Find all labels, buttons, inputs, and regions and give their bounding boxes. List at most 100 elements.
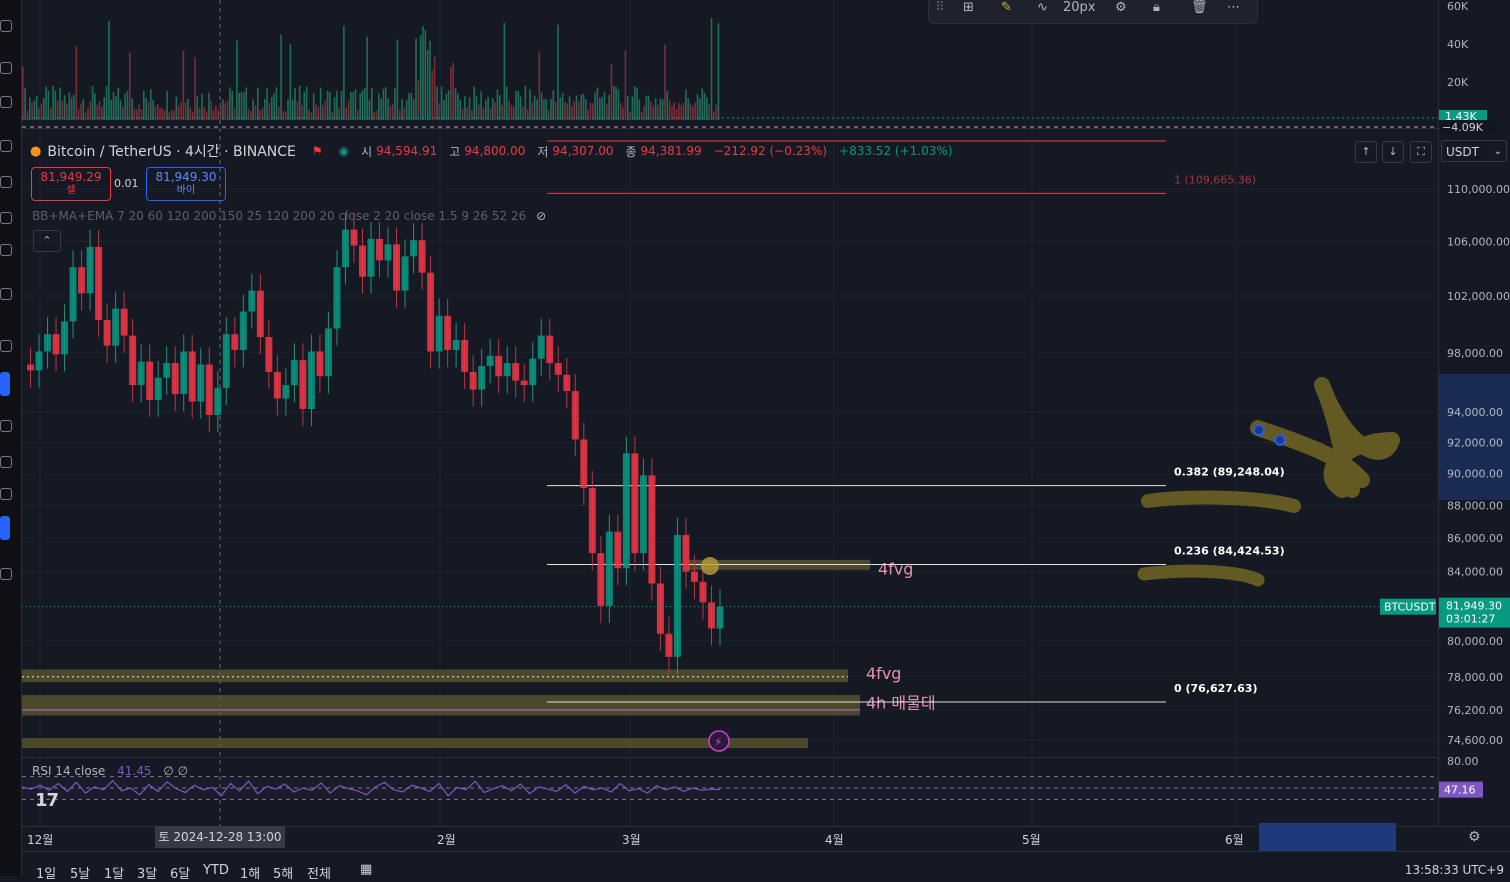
brush-stroke[interactable] — [1137, 564, 1265, 587]
pane-separator[interactable] — [22, 128, 1510, 129]
brush-star[interactable] — [1250, 377, 1400, 498]
settings-icon[interactable]: ⚙ — [1115, 0, 1127, 15]
eye-off-icon[interactable]: ⊘ — [536, 209, 547, 223]
fib-icon[interactable] — [0, 176, 12, 188]
more-icon[interactable]: ⋯ — [1227, 0, 1240, 15]
anchor-handle[interactable] — [1274, 434, 1286, 446]
candle-body — [350, 229, 358, 246]
chart-area[interactable]: 4fvg 4fvg 4h 매물대 1 (109,665.36) 0.382 (89,2… — [22, 0, 1438, 826]
candle-body — [469, 371, 477, 390]
tradingview-logo[interactable]: 17 — [35, 790, 59, 811]
zone-rect[interactable] — [22, 738, 808, 749]
indicator-legend[interactable]: BB+MA+EMA 7 20 60 120 200 150 25 120 200… — [32, 209, 546, 223]
volume-bar — [63, 95, 66, 120]
cursor-icon[interactable] — [0, 96, 12, 108]
volume-bar — [208, 92, 210, 120]
zone-rect[interactable] — [22, 669, 848, 683]
watchlist-icon[interactable] — [0, 516, 10, 540]
buy-button[interactable]: 81,949.30 바이 — [146, 167, 226, 201]
brush-stroke[interactable] — [1141, 490, 1301, 513]
range-button-5y[interactable]: 5해 — [273, 867, 294, 882]
line-style-icon[interactable]: ∿ — [1037, 0, 1048, 15]
range-button-1d[interactable]: 1일 — [36, 867, 57, 882]
symbol-title[interactable]: Bitcoin / TetherUS · 4시간 · BINANCE — [47, 144, 296, 160]
move-down-button[interactable]: ↓ — [1382, 141, 1404, 163]
text-icon[interactable] — [0, 288, 12, 300]
volume-bar — [196, 96, 199, 120]
volume-bar — [333, 97, 336, 120]
templates-icon[interactable]: ⊞ — [963, 0, 974, 15]
volume-bar — [194, 57, 196, 120]
highlight-marker[interactable] — [701, 557, 719, 575]
volume-bar — [254, 105, 257, 120]
volume-bar — [540, 92, 543, 120]
trash-icon[interactable] — [0, 488, 12, 500]
magnet-icon[interactable] — [0, 372, 10, 396]
pencil-icon[interactable]: ✎ — [1001, 0, 1012, 15]
drawing-toolbar: ⠿ ⊞ ✎ ∿ 20px ⚙ 🔒︎ 🗑︎ ⋯ — [928, 0, 1258, 24]
volume-bar — [173, 110, 175, 120]
volume-bar — [522, 106, 524, 120]
price-tick-label: 80,000.00 — [1447, 635, 1503, 648]
volume-bar — [589, 102, 592, 120]
volume-bar — [98, 101, 101, 120]
trendline-icon[interactable] — [0, 140, 12, 152]
hide-icon[interactable] — [0, 568, 12, 580]
volume-bar — [77, 108, 80, 120]
candle-body — [137, 361, 145, 386]
range-button-all[interactable]: 전체 — [307, 867, 331, 882]
candle-body — [316, 351, 324, 377]
stroke-width[interactable]: 20px — [1063, 0, 1096, 15]
range-button-5d[interactable]: 5날 — [70, 867, 91, 882]
volume-bar — [103, 97, 106, 120]
volume-bar — [515, 90, 517, 120]
eye-icon[interactable] — [0, 456, 12, 468]
flag-icon[interactable]: ⚑ — [311, 144, 323, 158]
volume-bar — [161, 107, 164, 120]
volume-bar — [489, 107, 492, 120]
move-up-button[interactable]: ↑ — [1355, 141, 1377, 163]
crosshair-icon[interactable] — [0, 62, 12, 74]
ruler-icon[interactable] — [0, 340, 12, 352]
maximize-pane-button[interactable]: ⛶ — [1410, 141, 1432, 163]
volume-bar — [464, 96, 466, 120]
gear-icon[interactable]: ⚙ — [1468, 829, 1481, 845]
volume-bar — [391, 103, 394, 120]
volume-bar — [468, 97, 471, 120]
range-button-ytd[interactable]: YTD — [203, 863, 229, 878]
delete-icon[interactable]: 🗑︎ — [1191, 0, 1208, 15]
lock-icon[interactable]: 🔒︎ — [1153, 0, 1160, 15]
range-button-1y[interactable]: 1해 — [240, 867, 261, 882]
drag-handle-icon[interactable]: ⠿ — [935, 0, 945, 15]
menu-icon[interactable] — [0, 20, 12, 32]
range-button-1m[interactable]: 1달 — [104, 867, 125, 882]
volume-bar — [198, 108, 201, 120]
calendar-icon[interactable]: ▦ — [360, 862, 373, 877]
range-button-3m[interactable]: 3달 — [137, 867, 158, 882]
zone-rect[interactable] — [22, 695, 860, 716]
currency-select[interactable]: USDT ⌄ — [1441, 140, 1507, 162]
volume-bar — [519, 96, 522, 120]
candle-body — [248, 290, 256, 312]
annotations[interactable]: ⚡ — [701, 377, 1400, 752]
collapse-legend-button[interactable]: ⌃ — [33, 230, 61, 252]
anchor-handle[interactable] — [1253, 424, 1265, 436]
sell-button[interactable]: 81,949.29 셀 — [31, 167, 111, 201]
volume-bar — [424, 30, 427, 120]
candle-body — [418, 240, 426, 273]
scale-highlight — [1439, 374, 1510, 500]
pattern-icon[interactable] — [0, 212, 12, 224]
volume-bar — [129, 52, 131, 120]
volume-bar — [273, 93, 275, 120]
range-button-6m[interactable]: 6달 — [170, 867, 191, 882]
clock[interactable]: 13:58:33 UTC+9 — [1404, 863, 1504, 877]
lock-icon[interactable] — [0, 420, 12, 432]
price-scale[interactable]: 110,000.00 106,000.00 102,000.00 98,000.00 9… — [1438, 0, 1510, 826]
volume-bar — [52, 85, 54, 120]
pane-separator[interactable] — [22, 757, 1510, 758]
rsi-legend[interactable]: RSI 14 close 41.45 ∅ ∅ — [32, 764, 188, 778]
volume-bar — [149, 89, 152, 120]
brush-icon[interactable] — [0, 244, 12, 256]
candle-body — [639, 475, 647, 554]
lightning-event-icon[interactable] — [708, 730, 730, 752]
